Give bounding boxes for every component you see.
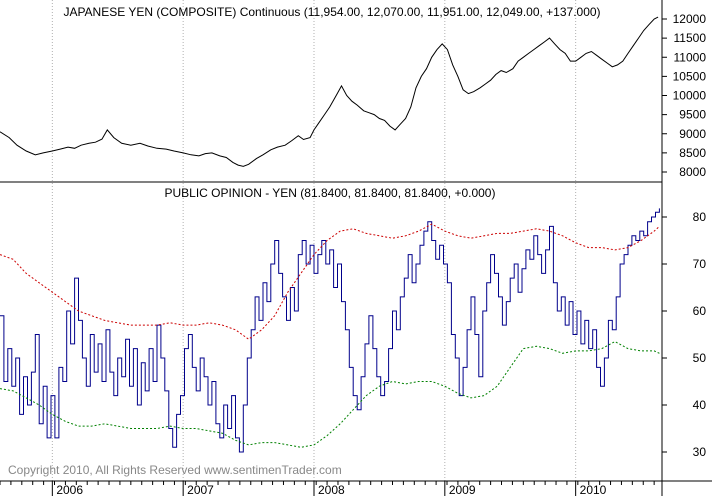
yen-price-line	[0, 16, 659, 167]
public-opinion-y-axis: 30 40 50 60 70 80	[662, 210, 706, 459]
public-opinion-y-tick-label: 60	[693, 304, 707, 318]
public-opinion-y-tick-label: 80	[693, 210, 707, 224]
yen-price-y-tick-label: 11000	[674, 50, 707, 64]
upper-band-line	[0, 223, 660, 340]
x-tick-label-2010: 2010	[580, 483, 607, 496]
grid-layer	[51, 0, 577, 481]
public-opinion-y-tick-label: 30	[693, 445, 707, 459]
public-opinion-panel: PUBLIC OPINION - YEN (81.8400, 81.8400, …	[0, 186, 706, 459]
x-tick-label-2009: 2009	[449, 483, 476, 496]
public-opinion-y-tick-label: 40	[693, 398, 707, 412]
yen-price-y-axis: 8000 8500 9000 9500 10000 10500 11000 11500 1200…	[662, 12, 706, 179]
yen-price-y-tick-label: 9500	[679, 108, 706, 122]
yen-price-y-tick-label: 8500	[679, 146, 706, 160]
copyright-text: Copyright 2010, All Rights Reserved www.…	[8, 463, 342, 477]
yen-price-y-tick-label: 10500	[673, 69, 707, 83]
public-opinion-y-tick-label: 50	[693, 351, 707, 365]
yen-price-title: JAPANESE YEN (COMPOSITE) Continuous (11,…	[63, 5, 600, 19]
yen-price-y-tick-label: 9000	[679, 127, 706, 141]
lower-band-line	[0, 341, 660, 448]
yen-price-y-tick-label: 10000	[673, 89, 707, 103]
x-tick-label-2008: 2008	[318, 483, 345, 496]
yen-price-y-tick-label: 11500	[674, 31, 707, 45]
x-tick-label-2007: 2007	[187, 483, 214, 496]
public-opinion-y-tick-label: 70	[693, 257, 707, 271]
x-axis: 2006 2007 2008 2009 2010	[0, 481, 655, 496]
yen-price-series	[0, 16, 659, 167]
yen-price-y-tick-label: 12000	[673, 12, 707, 26]
public-opinion-series	[0, 208, 660, 453]
public-opinion-line	[0, 208, 660, 453]
x-tick-label-2006: 2006	[56, 483, 83, 496]
yen-price-panel: JAPANESE YEN (COMPOSITE) Continuous (11,…	[0, 5, 706, 179]
public-opinion-title: PUBLIC OPINION - YEN (81.8400, 81.8400, …	[165, 186, 496, 200]
yen-price-y-tick-label: 8000	[679, 165, 706, 179]
